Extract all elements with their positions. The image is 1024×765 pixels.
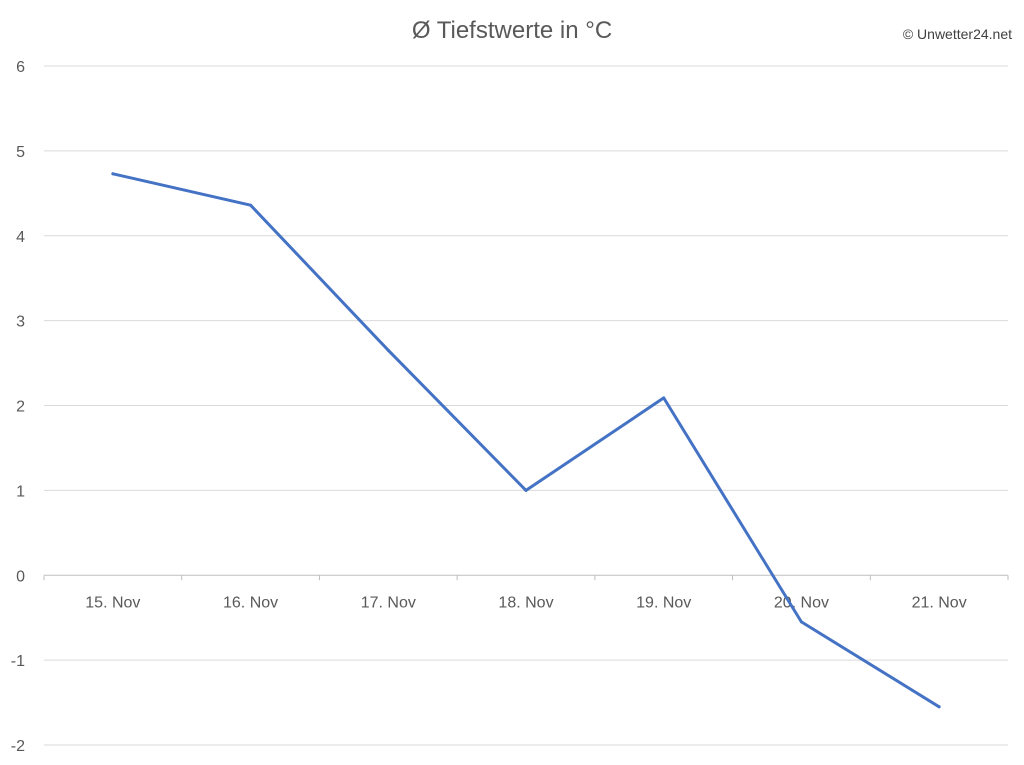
y-tick-label: 2	[16, 399, 25, 416]
y-tick-label: 1	[16, 483, 25, 500]
data-point	[111, 172, 115, 176]
series-line	[111, 172, 941, 709]
data-point	[662, 396, 666, 400]
y-tick-label: -2	[11, 738, 25, 755]
copyright-credit: © Unwetter24.net	[903, 26, 1012, 42]
data-point	[386, 348, 390, 352]
series-layer	[111, 172, 941, 709]
x-tick-label: 20. Nov	[774, 594, 829, 611]
y-tick-label: 5	[16, 144, 25, 161]
data-point	[524, 488, 528, 492]
x-tick-label: 15. Nov	[85, 594, 140, 611]
chart-title: Ø Tiefstwerte in °C	[412, 17, 612, 44]
y-tick-label: -1	[11, 653, 25, 670]
y-axis-ticks: 6 5 4 3 2 1 0 -1 -2	[11, 59, 25, 755]
y-tick-label: 0	[16, 568, 25, 585]
x-tick-label: 18. Nov	[498, 594, 553, 611]
data-point	[799, 620, 803, 624]
y-tick-label: 4	[16, 229, 25, 246]
y-tick-label: 6	[16, 59, 25, 76]
data-point	[249, 203, 253, 207]
data-point	[937, 705, 941, 709]
gridlines	[44, 65, 1008, 746]
x-axis	[43, 574, 1009, 581]
x-tick-label: 17. Nov	[361, 594, 416, 611]
x-tick-label: 16. Nov	[223, 594, 278, 611]
x-tick-label: 19. Nov	[636, 594, 691, 611]
y-tick-label: 3	[16, 314, 25, 331]
x-tick-label: 21. Nov	[912, 594, 967, 611]
x-axis-ticks: 15. Nov 16. Nov 17. Nov 18. Nov 19. Nov 20. N…	[85, 594, 966, 611]
